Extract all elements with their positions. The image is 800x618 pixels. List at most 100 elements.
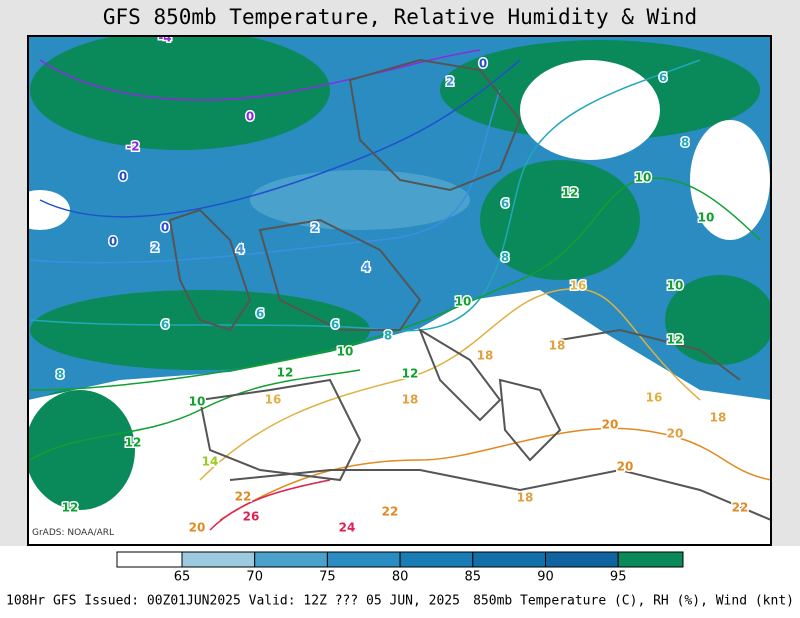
contour-label: 12 [667, 333, 684, 347]
contour-label: 0 [246, 110, 254, 124]
coastline [258, 218, 422, 331]
contour-label: 4 [236, 243, 244, 257]
colorbar: 65 70 75 80 85 90 95 [116, 551, 684, 585]
contour-label: 14 [202, 455, 219, 469]
colorbar-segment [472, 551, 546, 568]
contour-label: 10 [635, 171, 652, 185]
contour-label: 4 [362, 261, 370, 275]
contour-label: 20 [189, 521, 206, 535]
contour-label: 6 [501, 197, 509, 211]
contour-label: 0 [161, 221, 169, 235]
coastline [559, 328, 741, 381]
coastline [168, 208, 252, 332]
contour-label: 0 [109, 235, 117, 249]
humidity-patch [480, 160, 640, 280]
colorbar-segment [116, 551, 183, 568]
coastline [498, 378, 562, 462]
contour [39, 59, 521, 218]
humidity-patch [30, 36, 330, 150]
colorbar-tick-label: 80 [392, 570, 409, 585]
coastline [417, 327, 502, 422]
contour-label: 22 [235, 490, 252, 504]
contour-label: 12 [125, 436, 142, 450]
contour-label: 22 [382, 505, 399, 519]
contour [29, 89, 501, 264]
contour-label: 20 [667, 427, 684, 441]
contour-label: 16 [646, 391, 663, 405]
map-frame [27, 35, 772, 546]
contour-label: 10 [337, 345, 354, 359]
contour-label: 12 [62, 501, 79, 515]
footer-left: 108Hr GFS Issued: 00Z01JUN2025 Valid: 12… [6, 594, 460, 609]
contour-label: 2 [311, 221, 319, 235]
contour-label: 20 [602, 418, 619, 432]
contour-label: 10 [189, 395, 206, 409]
contour-label: 20 [617, 460, 634, 474]
credit: GrADS: NOAA/ARL [32, 528, 114, 538]
contour [209, 479, 331, 531]
contour-label: 16 [265, 393, 282, 407]
colorbar-segment [545, 551, 619, 568]
contour-label: 18 [517, 491, 534, 505]
contour-label: -4 [158, 31, 171, 45]
colorbar-tick-label: 95 [610, 570, 627, 585]
colorbar-tick-label: 85 [465, 570, 482, 585]
colorbar-segment [254, 551, 328, 568]
colorbar-segment [326, 551, 401, 568]
footer-right: 850mb Temperature (C), RH (%), Wind (knt… [473, 594, 794, 609]
coastline [348, 58, 522, 192]
contour-label: 18 [402, 393, 419, 407]
contour-label: 26 [243, 510, 260, 524]
contour-label: -2 [126, 140, 139, 154]
contour-label: 6 [256, 307, 264, 321]
contour-label: 10 [698, 211, 715, 225]
humidity-patch [665, 275, 771, 365]
contour-label: 2 [446, 75, 454, 89]
contour-label: 12 [277, 366, 294, 380]
colorbar-segment [617, 551, 684, 568]
colorbar-tick-label: 90 [537, 570, 554, 585]
colorbar-tick-label: 75 [319, 570, 336, 585]
contour-label: 8 [56, 368, 64, 382]
contour-label: 2 [151, 241, 159, 255]
contour-label: 12 [562, 186, 579, 200]
contour-label: 10 [455, 295, 472, 309]
humidity-patch [30, 290, 370, 370]
humidity-patch [250, 170, 470, 230]
contour-label: 0 [479, 57, 487, 71]
coastline [198, 378, 362, 482]
contour [199, 288, 701, 481]
dry-area [28, 290, 771, 545]
contour-label: 0 [119, 170, 127, 184]
colorbar-segment [399, 551, 474, 568]
contour [29, 369, 361, 461]
contour-label: 24 [339, 521, 356, 535]
title: GFS 850mb Temperature, Relative Humidity… [103, 5, 697, 29]
contour-label: 8 [384, 329, 392, 343]
contour-label: 12 [402, 367, 419, 381]
colorbar-segment [181, 551, 256, 568]
dry-area [28, 190, 70, 230]
contour-label: 6 [161, 318, 169, 332]
contour-label: 6 [659, 71, 667, 85]
contour-label: 16 [570, 279, 587, 293]
contour-label: 10 [667, 279, 684, 293]
contour [219, 427, 771, 521]
contour-label: 8 [681, 136, 689, 150]
coastline [229, 468, 771, 521]
contour-label: 6 [331, 318, 339, 332]
contour-label: 18 [549, 339, 566, 353]
dry-area [520, 60, 660, 160]
contour [29, 177, 761, 391]
contour-label: 18 [477, 349, 494, 363]
contour [29, 59, 701, 332]
colorbar-tick-label: 65 [174, 570, 191, 585]
colorbar-tick-label: 70 [246, 570, 263, 585]
contour-label: 18 [710, 411, 727, 425]
contour-label: 8 [501, 251, 509, 265]
contour-label: 22 [732, 501, 749, 515]
humidity-patch [28, 390, 135, 510]
dry-area [690, 120, 770, 240]
